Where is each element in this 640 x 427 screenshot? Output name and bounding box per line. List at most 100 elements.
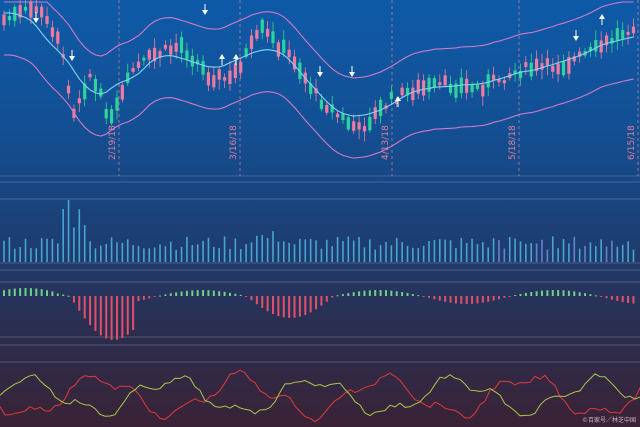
candle-body-111 (599, 40, 603, 53)
candle-body-60 (325, 104, 329, 113)
candle-body-55 (298, 62, 302, 80)
candle-body-54 (292, 56, 297, 70)
volume-bar-54 (293, 244, 296, 262)
candle-body-4 (23, 6, 28, 11)
signal-arrow-head-8 (573, 36, 579, 41)
candle-body-99 (535, 58, 539, 72)
candle-body-109 (588, 46, 593, 52)
volume-bar-19 (105, 243, 108, 262)
candle-body-103 (556, 63, 560, 75)
macd-bar-39 (212, 290, 215, 296)
candle-body-59 (319, 99, 324, 109)
candle-body-37 (201, 61, 205, 75)
volume-bar-13 (73, 227, 75, 262)
candle-body-52 (282, 39, 286, 53)
candle-body-81 (438, 82, 442, 86)
macd-bar-69 (374, 290, 377, 296)
volume-bar-63 (342, 241, 344, 262)
volume-bar-112 (605, 246, 608, 262)
candle-body-69 (373, 107, 377, 119)
candle-body-72 (389, 92, 393, 99)
macd-bar-42 (228, 292, 231, 296)
volume-bar-29 (159, 244, 161, 262)
macd-bar-8 (46, 290, 49, 296)
candle-body-49 (266, 28, 270, 37)
volume-bar-73 (395, 237, 398, 262)
macd-bar-26 (142, 296, 145, 300)
candle-body-19 (104, 108, 108, 119)
candle-body-97 (524, 62, 528, 67)
volume-bar-23 (126, 239, 129, 262)
volume-bar-80 (433, 240, 436, 262)
candle-body-32 (174, 42, 178, 52)
macd-bar-51 (277, 296, 280, 317)
macd-bar-108 (584, 293, 587, 296)
candle-body-106 (572, 56, 576, 62)
candle-body-15 (83, 83, 87, 100)
volume-bar-7 (40, 238, 43, 262)
candle-body-57 (309, 83, 313, 94)
candle-body-22 (120, 84, 124, 100)
volume-bar-78 (422, 245, 425, 262)
volume-bar-95 (514, 238, 516, 262)
volume-bar-71 (385, 241, 387, 262)
candle-body-82 (443, 75, 447, 86)
volume-bar-89 (482, 242, 484, 262)
macd-bar-101 (546, 290, 549, 296)
volume-bar-111 (600, 239, 602, 262)
macd-bar-3 (19, 288, 22, 296)
macd-bar-112 (605, 296, 608, 299)
macd-bar-44 (239, 294, 242, 296)
macd-bar-54 (293, 296, 296, 318)
volume-bar-50 (272, 231, 274, 262)
candle-body-30 (163, 44, 167, 49)
candle-body-68 (368, 116, 372, 131)
volume-bar-58 (315, 240, 317, 262)
volume-bar-103 (557, 248, 559, 262)
macd-bar-48 (261, 296, 264, 308)
macd-bar-70 (379, 290, 382, 296)
volume-bar-35 (191, 245, 194, 262)
macd-bar-107 (578, 292, 581, 296)
candle-body-79 (427, 77, 431, 92)
volume-bar-105 (568, 243, 570, 262)
volume-bar-93 (503, 248, 506, 262)
volume-bar-64 (347, 236, 350, 262)
volume-bar-102 (551, 236, 554, 262)
candle-body-3 (18, 5, 22, 18)
volume-bar-97 (525, 243, 527, 262)
macd-bar-50 (272, 296, 274, 315)
macd-bar-10 (56, 293, 59, 296)
volume-bar-44 (239, 249, 242, 262)
volume-bar-55 (299, 238, 301, 262)
volume-bar-109 (589, 242, 592, 262)
macd-bar-1 (8, 289, 11, 296)
candle-body-14 (77, 98, 81, 104)
macd-bar-83 (449, 296, 452, 303)
macd-bar-11 (62, 294, 65, 296)
candle-body-98 (529, 62, 533, 77)
volume-bar-115 (621, 244, 624, 262)
volume-bar-41 (223, 236, 226, 262)
candle-body-83 (448, 83, 453, 93)
volume-bar-98 (530, 243, 533, 262)
candle-body-90 (486, 74, 490, 88)
macd-bar-32 (175, 292, 178, 296)
macd-bar-77 (417, 295, 420, 297)
candle-body-47 (255, 30, 259, 39)
macd-bar-85 (460, 296, 463, 304)
volume-bar-36 (196, 244, 199, 262)
macd-bar-37 (202, 290, 205, 296)
volume-bar-33 (180, 246, 183, 262)
volume-bar-11 (62, 208, 64, 262)
macd-bar-27 (148, 296, 151, 299)
candle-body-28 (153, 47, 157, 62)
volume-bar-92 (498, 240, 500, 262)
macd-bar-19 (105, 296, 108, 339)
volume-bar-66 (358, 236, 360, 262)
macd-bar-22 (121, 296, 124, 338)
candle-body-93 (502, 80, 506, 84)
macd-bar-110 (594, 295, 597, 297)
macd-bar-33 (180, 291, 183, 296)
volume-bar-34 (186, 236, 188, 262)
